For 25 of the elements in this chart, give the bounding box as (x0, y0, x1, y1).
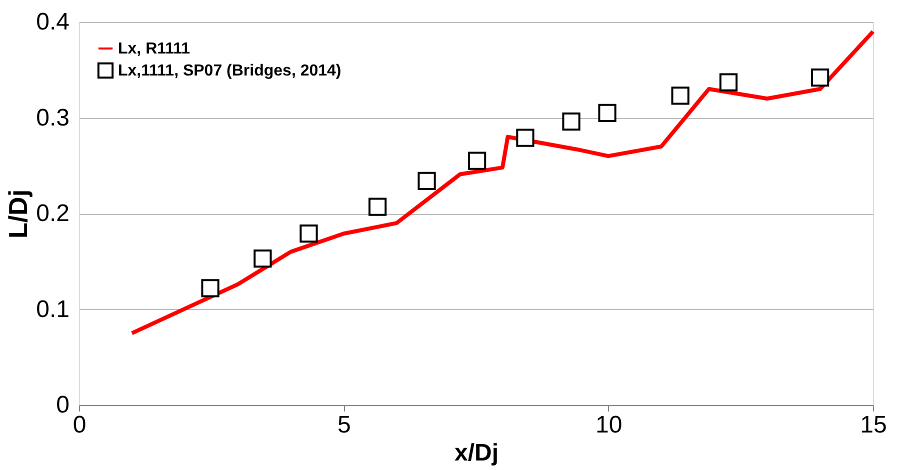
y-tick-label: 0.2 (36, 200, 70, 227)
point (811, 68, 830, 87)
y-tick-label: 0.1 (36, 296, 70, 323)
x-tick-label: 5 (337, 412, 351, 438)
y-tick-label: 0 (56, 392, 70, 418)
x-axis-title: x/Dj (454, 440, 499, 466)
y-axis-title: L/Dj (3, 189, 34, 239)
point (368, 198, 387, 216)
point (254, 249, 272, 268)
point (598, 104, 616, 122)
legend-label: Lx, R1111 (118, 40, 190, 58)
y-tick-label: 0.3 (36, 104, 70, 132)
x-tick-label: 15 (860, 412, 887, 438)
y-tick-label: 0.4 (36, 8, 70, 36)
point (719, 73, 738, 92)
point (300, 224, 318, 243)
point (516, 128, 534, 147)
point (468, 152, 486, 170)
x-tick-label: 10 (595, 412, 622, 438)
point (418, 172, 436, 190)
x-tick-label: 0 (72, 412, 86, 438)
point (201, 279, 220, 298)
point (562, 112, 580, 131)
point (671, 86, 690, 105)
legend-label: Lx,1111, SP07 (Bridges, 2014) (118, 62, 342, 80)
